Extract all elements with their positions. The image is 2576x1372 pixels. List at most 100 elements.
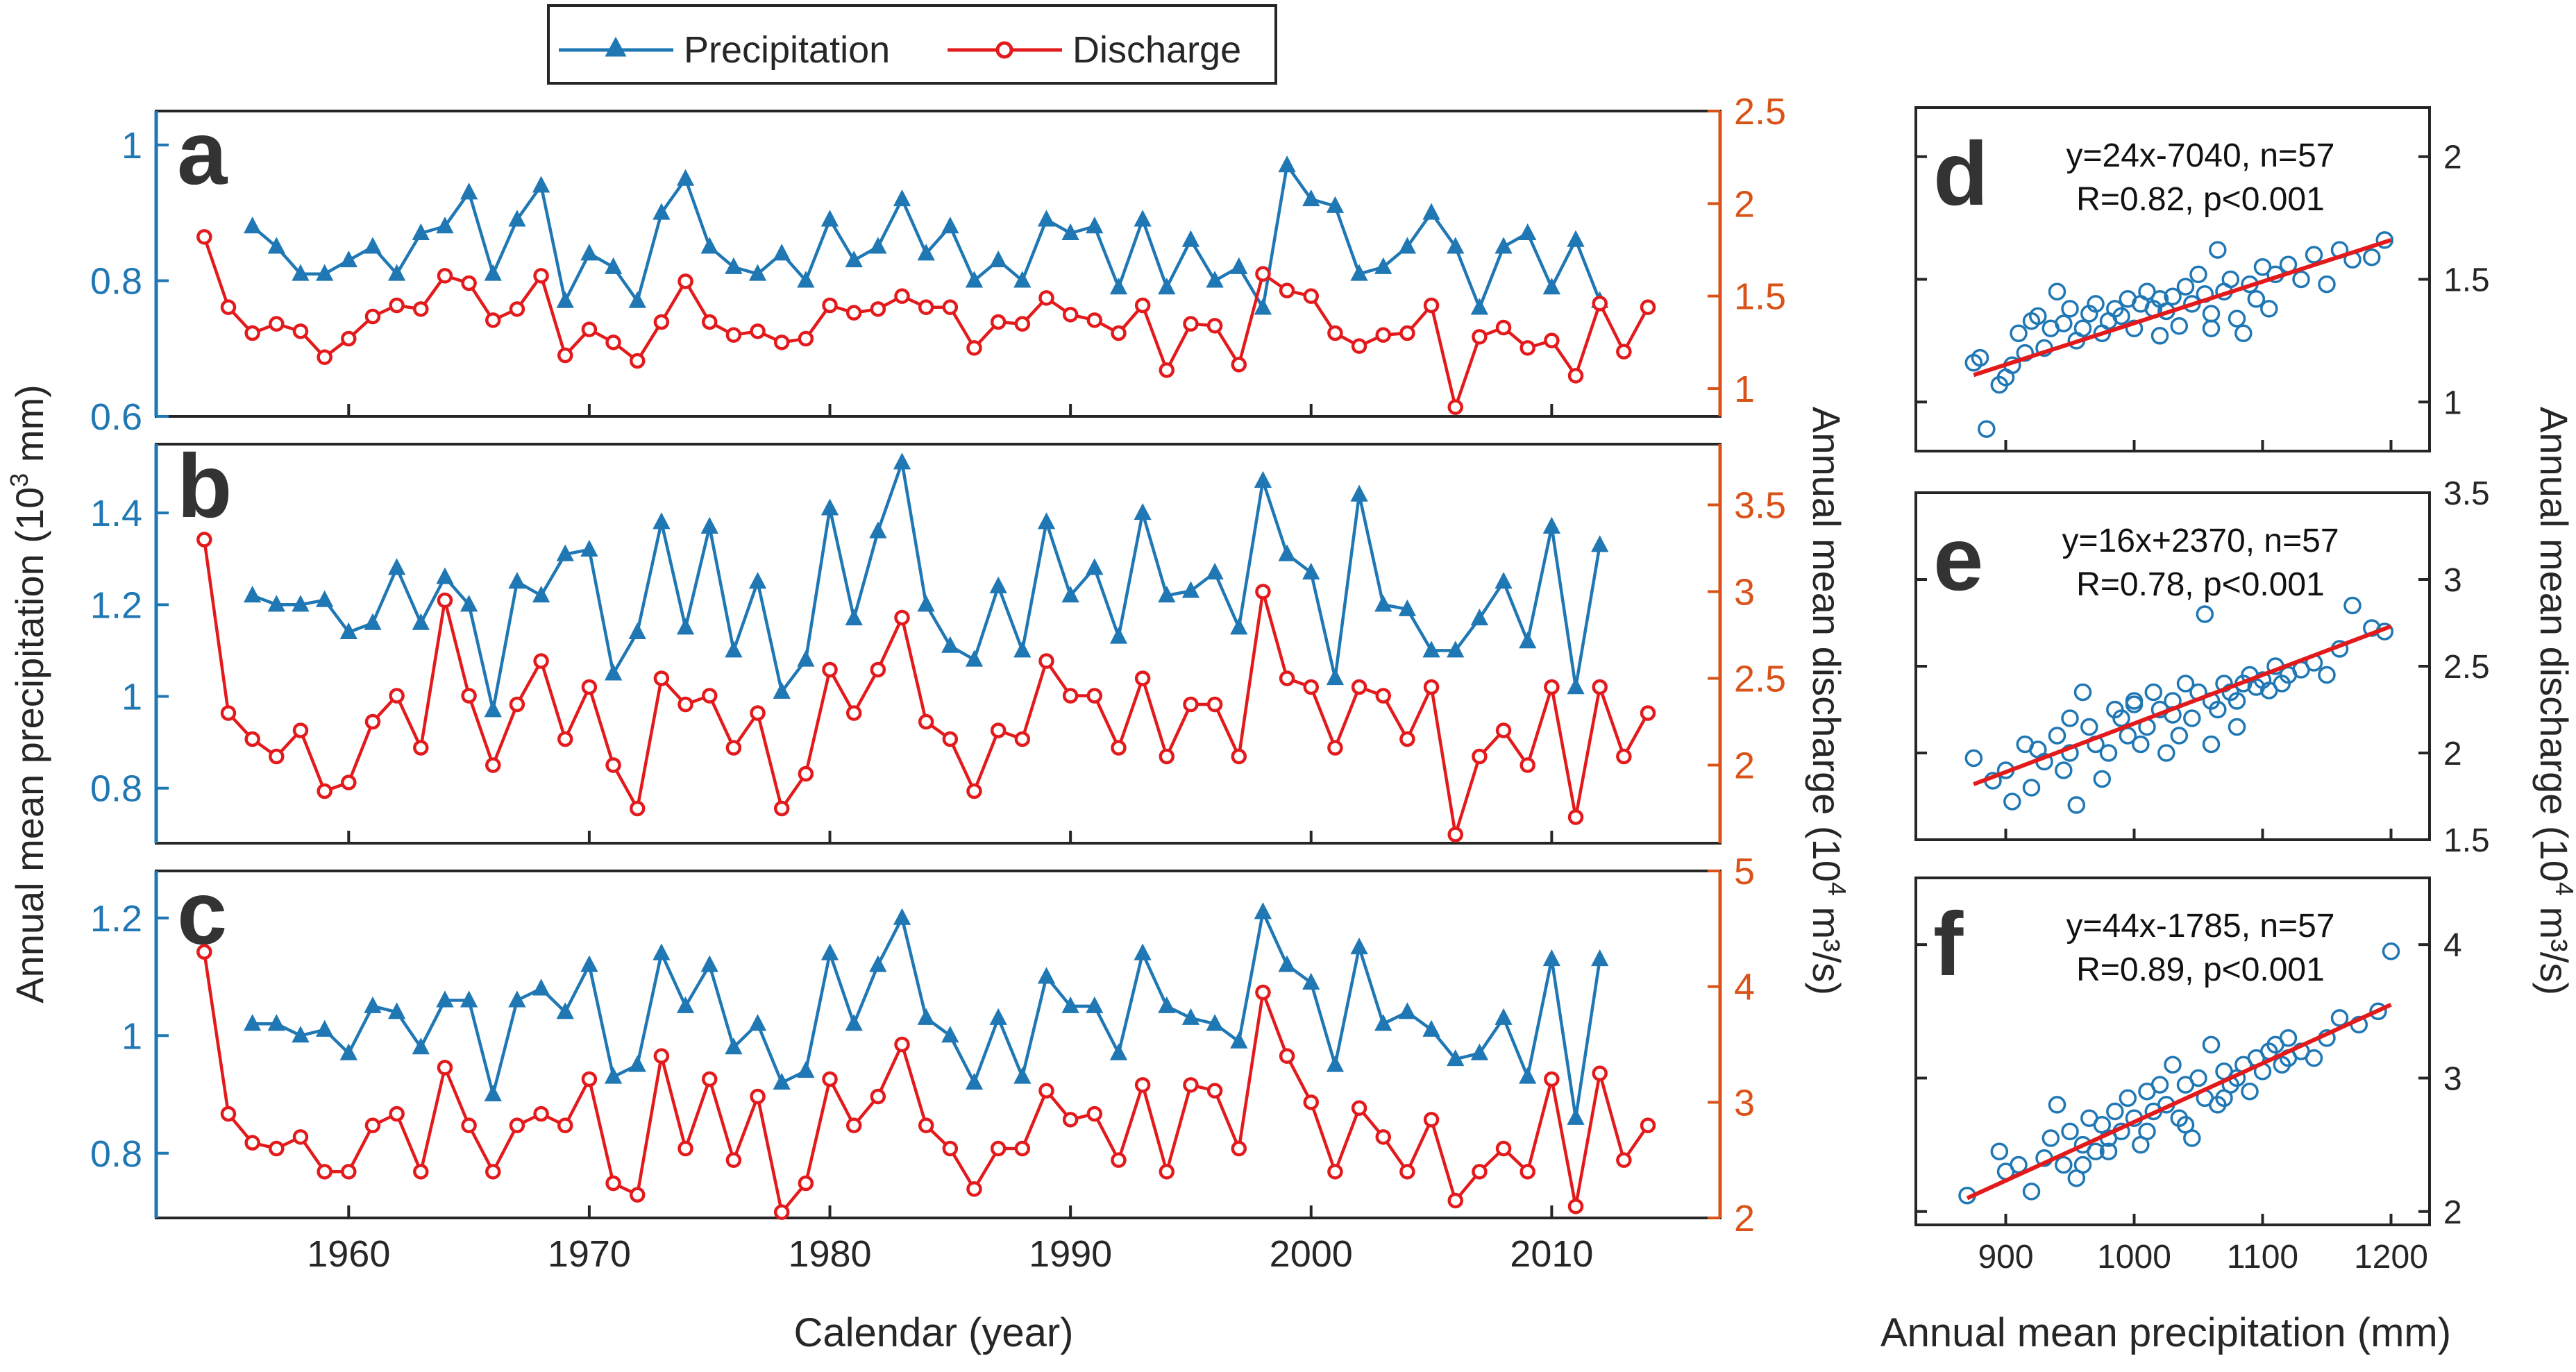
- discharge-point: [1472, 748, 1488, 765]
- discharge-point: [677, 696, 693, 713]
- precipitation-point: [1230, 618, 1248, 635]
- precipitation-point: [1278, 544, 1296, 561]
- precipitation-point: [484, 700, 502, 718]
- legend-discharge-label: Discharge: [1072, 29, 1241, 71]
- precipitation-point: [556, 1002, 574, 1019]
- scatter-point: [2022, 1183, 2041, 1201]
- precipitation-point: [243, 217, 262, 234]
- discharge-point: [1567, 809, 1584, 825]
- discharge-point: [220, 299, 237, 315]
- discharge-point: [1519, 1164, 1535, 1180]
- discharge-point: [701, 1071, 718, 1087]
- precipitation-point: [1542, 278, 1561, 295]
- precipitation-point: [1495, 572, 1513, 589]
- precipitation-point: [700, 955, 718, 972]
- discharge-point: [1086, 312, 1103, 328]
- discharge-point: [966, 340, 982, 356]
- discharge-point: [1134, 297, 1151, 314]
- precipitation-point: [965, 1072, 984, 1090]
- precipitation-point: [387, 264, 406, 281]
- right-tick-label: 3.5: [1734, 485, 1786, 527]
- precipitation-point: [460, 595, 478, 612]
- discharge-point: [1472, 1164, 1488, 1180]
- discharge-point: [1423, 679, 1440, 695]
- discharge-point: [1111, 1152, 1127, 1168]
- scatter-point: [2099, 744, 2118, 762]
- discharge-point: [364, 1117, 381, 1133]
- discharge-point: [292, 323, 309, 339]
- panel-e: 1.5 2 2.5 3 3.5 e y=16x+2370, n=57 R=0.78, p<0.…: [1914, 475, 2490, 859]
- discharge-point: [822, 661, 838, 678]
- precipitation-point: [676, 996, 695, 1013]
- precipitation-point: [1470, 298, 1489, 315]
- precipitation-point: [1350, 484, 1368, 502]
- precipitation-point: [917, 1008, 935, 1025]
- y-tick-label: 2: [2443, 1194, 2462, 1231]
- discharge-point: [196, 944, 212, 960]
- discharge-point: [1375, 1129, 1391, 1145]
- scatter-point: [2318, 275, 2336, 294]
- scatter-point: [2202, 319, 2221, 337]
- precipitation-point: [1542, 949, 1561, 967]
- discharge-point: [894, 609, 910, 626]
- discharge-point: [461, 1117, 477, 1133]
- discharge-point: [341, 774, 357, 790]
- scatter-point: [2292, 270, 2310, 289]
- precipitation-point: [628, 291, 646, 308]
- precipitation-point: [508, 210, 526, 227]
- regression-line: [1973, 624, 2392, 786]
- discharge-point: [1111, 325, 1127, 341]
- discharge-point: [509, 696, 525, 713]
- discharge-point: [1086, 688, 1103, 704]
- precipitation-point: [532, 585, 550, 603]
- precipitation-point: [460, 990, 478, 1008]
- scatter-point: [2042, 1129, 2060, 1147]
- scatter-point: [2202, 735, 2221, 754]
- discharge-point: [653, 670, 670, 686]
- scatter-point: [2241, 1082, 2259, 1101]
- discharge-point: [1038, 290, 1054, 306]
- x-tick-label: 1200: [2354, 1239, 2428, 1276]
- y-tick-label: 1.5: [2443, 822, 2490, 859]
- scatter-point: [2157, 744, 2175, 762]
- fit-equation: y=24x-7040, n=57: [2066, 137, 2335, 174]
- scatter-point: [2099, 1142, 2118, 1160]
- discharge-point: [196, 229, 212, 245]
- discharge-point: [1231, 748, 1247, 765]
- scatter-point: [2055, 1155, 2073, 1174]
- discharge-point: [1447, 1192, 1463, 1209]
- scatter-point: [2234, 324, 2253, 343]
- precipitation-point: [1181, 581, 1200, 598]
- discharge-point: [581, 1071, 598, 1087]
- discharge-point: [557, 347, 573, 364]
- discharge-point: [918, 713, 934, 730]
- precipitation-point: [315, 590, 334, 607]
- discharge-point: [1495, 1140, 1512, 1157]
- discharge-point: [1014, 1140, 1031, 1157]
- precipitation-point: [676, 169, 695, 186]
- right-tick-label: 3: [1734, 572, 1755, 613]
- discharge-point: [1423, 297, 1440, 314]
- scatter-point: [2061, 709, 2079, 727]
- precipitation-point: [1061, 996, 1079, 1013]
- discharge-point: [533, 653, 549, 669]
- discharge-point: [317, 783, 332, 799]
- discharge-point: [870, 661, 886, 678]
- precipitation-point: [1567, 230, 1585, 247]
- discharge-point: [389, 1106, 405, 1122]
- precipitation-point: [556, 291, 574, 308]
- regression-line: [1966, 1002, 2392, 1201]
- panel-d: 1 1.5 2 d y=24x-7040, n=57 R=0.82, p<0.001: [1914, 106, 2490, 452]
- precipitation-line: [251, 461, 1601, 711]
- discharge-point: [725, 740, 742, 756]
- precipitation-point: [1519, 632, 1537, 649]
- discharge-point: [1375, 327, 1391, 343]
- precipitation-point: [532, 176, 550, 193]
- discharge-point: [701, 314, 718, 330]
- precipitation-point: [1158, 278, 1176, 295]
- precipitation-point: [1134, 943, 1152, 960]
- precipitation-point: [436, 567, 454, 584]
- discharge-point: [1206, 1083, 1223, 1099]
- discharge-point: [244, 1135, 260, 1151]
- precipitation-point: [1326, 668, 1345, 686]
